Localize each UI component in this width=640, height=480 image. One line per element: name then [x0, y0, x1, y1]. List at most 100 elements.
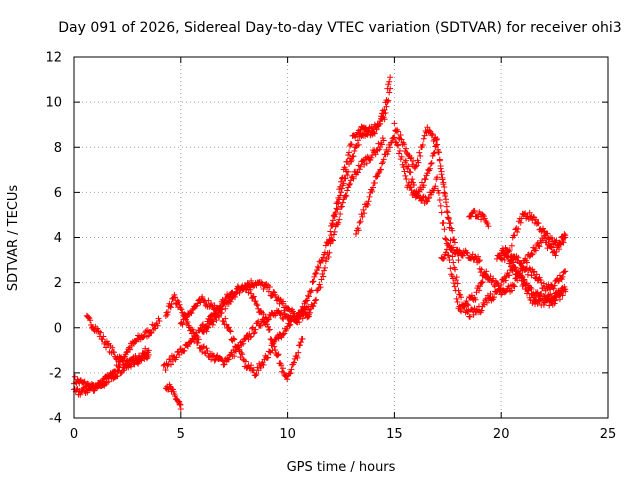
- data-point: [440, 181, 447, 188]
- data-point: [419, 142, 426, 149]
- data-point: [522, 210, 529, 217]
- data-point: [435, 190, 442, 197]
- data-point: [350, 175, 357, 182]
- data-point: [291, 359, 298, 366]
- data-point: [472, 296, 479, 303]
- data-point: [453, 295, 460, 302]
- data-point: [483, 299, 490, 306]
- data-point: [548, 234, 555, 241]
- data-point: [514, 229, 521, 236]
- data-point: [528, 272, 535, 279]
- data-point: [309, 278, 316, 285]
- data-point: [252, 298, 259, 305]
- data-point: [444, 209, 451, 216]
- data-point: [521, 279, 528, 286]
- data-point: [525, 287, 532, 294]
- data-point: [452, 287, 459, 294]
- data-point: [420, 135, 427, 142]
- data-point: [524, 287, 531, 294]
- data-point: [275, 351, 282, 358]
- data-point: [239, 351, 246, 358]
- data-point: [247, 286, 254, 293]
- grid-lines: [74, 57, 608, 418]
- data-point: [464, 250, 471, 257]
- data-point: [559, 273, 566, 280]
- data-point: [148, 329, 155, 336]
- data-point: [162, 367, 169, 374]
- data-point: [387, 139, 394, 146]
- data-point: [497, 285, 504, 292]
- data-point: [287, 321, 294, 328]
- data-point: [414, 190, 421, 197]
- y-tick-label: 8: [54, 141, 62, 156]
- data-point: [203, 328, 210, 335]
- data-point: [234, 285, 241, 292]
- data-point: [200, 344, 207, 351]
- data-point: [268, 336, 275, 343]
- data-point: [99, 382, 106, 389]
- data-point: [465, 302, 472, 309]
- y-tick-label: 12: [45, 51, 62, 66]
- data-point: [222, 305, 229, 312]
- series-track-14: [402, 157, 494, 320]
- data-point: [449, 275, 456, 282]
- data-point: [295, 349, 302, 356]
- data-point: [260, 361, 267, 368]
- data-point: [478, 279, 485, 286]
- data-point: [428, 132, 435, 139]
- data-point: [331, 213, 338, 220]
- data-point: [172, 392, 179, 399]
- data-point: [343, 192, 350, 199]
- data-point: [552, 252, 559, 259]
- data-point: [493, 288, 500, 295]
- series-track-15: [438, 242, 483, 266]
- data-point: [375, 122, 382, 129]
- data-point: [415, 159, 422, 166]
- data-point: [402, 172, 409, 179]
- data-point: [551, 282, 558, 289]
- data-point: [434, 141, 441, 148]
- data-point: [305, 313, 312, 320]
- data-point: [87, 317, 94, 324]
- data-point: [313, 270, 320, 277]
- chart-title: Day 091 of 2026, Sidereal Day-to-day VTE…: [58, 20, 621, 36]
- data-point: [442, 235, 449, 242]
- data-point: [391, 134, 398, 141]
- data-point: [451, 239, 458, 246]
- data-point: [345, 168, 352, 175]
- data-point: [250, 330, 257, 337]
- data-point: [396, 147, 403, 154]
- data-point: [446, 243, 453, 250]
- data-point: [445, 216, 452, 223]
- data-point: [439, 174, 446, 181]
- data-point: [528, 291, 535, 298]
- data-point: [395, 150, 402, 157]
- data-point: [208, 300, 215, 307]
- data-point: [208, 312, 215, 319]
- data-point: [491, 294, 498, 301]
- data-point: [429, 131, 436, 138]
- data-point: [257, 364, 264, 371]
- y-tick-label: 2: [54, 276, 62, 291]
- data-point: [232, 294, 239, 301]
- data-point: [485, 223, 492, 230]
- data-point: [204, 347, 211, 354]
- data-point: [344, 172, 351, 179]
- data-point: [334, 199, 341, 206]
- data-point: [253, 301, 260, 308]
- data-point: [378, 141, 385, 148]
- data-point: [426, 127, 433, 134]
- data-point: [231, 353, 238, 360]
- data-point: [167, 304, 174, 311]
- data-point: [328, 232, 335, 239]
- data-point: [433, 142, 440, 149]
- data-point: [361, 161, 368, 168]
- data-point: [451, 236, 458, 243]
- data-point: [415, 188, 422, 195]
- data-point: [553, 294, 560, 301]
- data-point: [468, 292, 475, 299]
- data-point: [416, 149, 423, 156]
- data-point: [532, 294, 539, 301]
- data-point: [310, 278, 317, 285]
- data-point: [463, 297, 470, 304]
